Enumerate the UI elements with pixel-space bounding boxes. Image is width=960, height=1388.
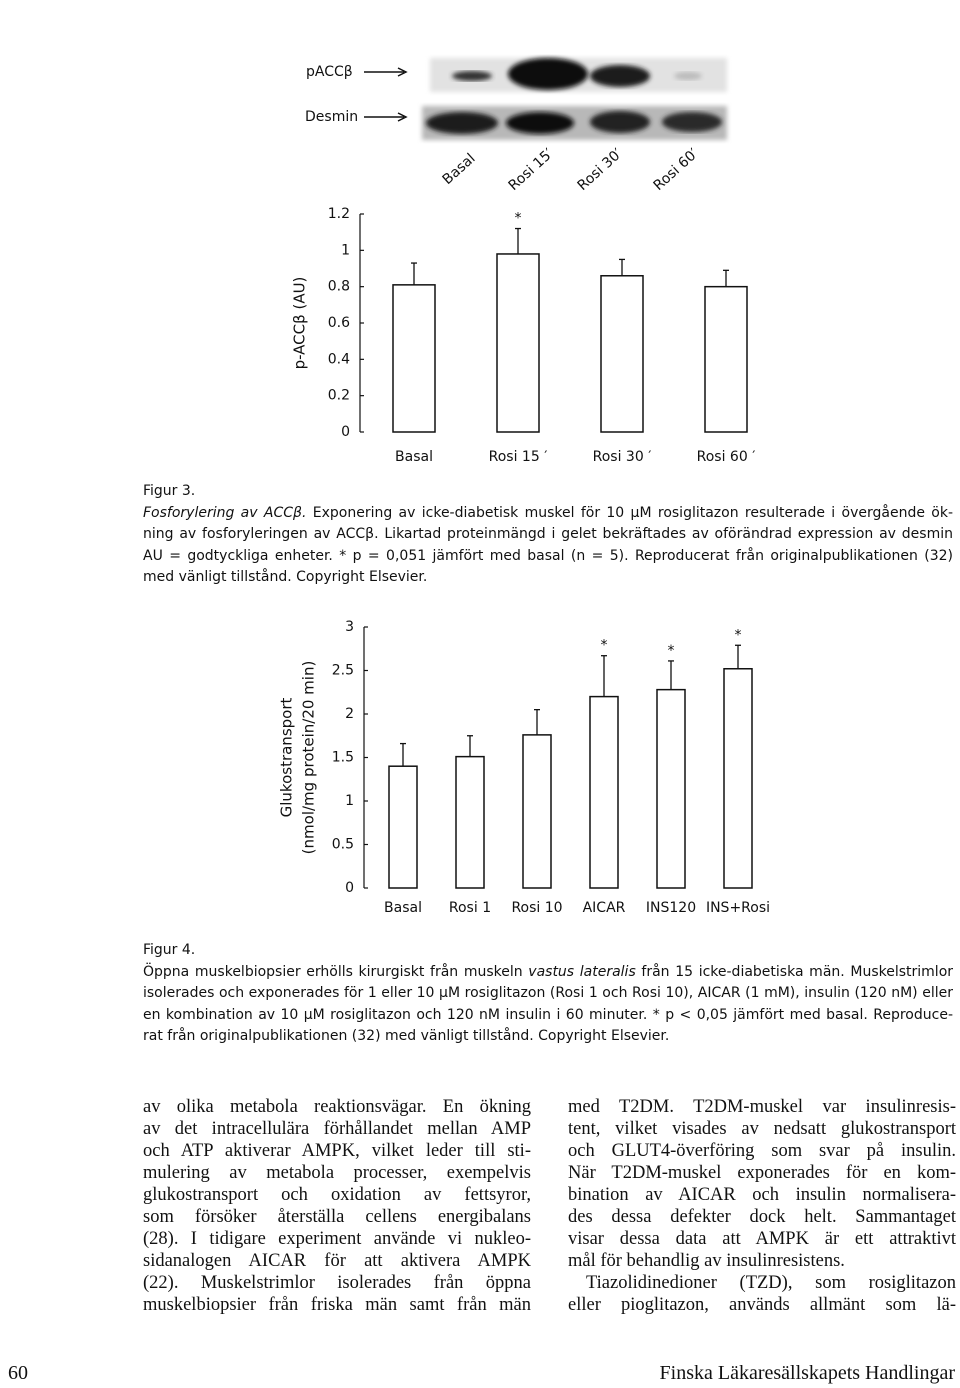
caption-line: Fosforylering av ACCβ. Exponering av ick… [143, 503, 953, 525]
bar [522, 734, 552, 889]
y-tick-label: 0 [341, 424, 350, 440]
x-tick-label: INS+Rosi [706, 900, 770, 916]
bar [589, 695, 619, 889]
lane-label: Rosi 60′ [651, 146, 702, 194]
figure-3-caption: Figur 3. Fosforylering av ACCβ. Exponeri… [143, 481, 953, 589]
body-line: mulering av metabola processer, exempelv… [143, 1163, 531, 1183]
caption-line: med vänligt tillstånd. Copyright Elsevie… [143, 569, 428, 585]
y-tick-label: 3 [345, 619, 354, 635]
journal-name: Finska Läkaresällskapets Handlingar [659, 1362, 955, 1384]
y-tick-label: 1.5 [332, 750, 354, 766]
y-tick-label: 0.2 [328, 388, 350, 404]
significance-marker: * [668, 643, 675, 659]
significance-marker: * [601, 638, 608, 654]
bar [656, 688, 686, 889]
significance-marker: * [515, 211, 522, 227]
blot-label: pACCβ [306, 64, 353, 80]
significance-marker: * [735, 627, 742, 643]
body-line: eller pioglitazon, används allmänt som l… [568, 1295, 956, 1315]
y-tick-label: 0.6 [328, 315, 350, 331]
bar [388, 765, 418, 889]
body-line: Tiazolidinedioner (TZD), som rosiglitazo… [586, 1273, 956, 1293]
caption-line: Öppna muskelbiopsier erhölls kirurgiskt … [143, 962, 953, 984]
body-line: (28). I tidigare experiment använde vi n… [143, 1229, 531, 1249]
caption-label: Figur 3. [143, 483, 196, 499]
body-line: bination av AICAR och insulin normaliser… [568, 1185, 956, 1205]
bar [704, 285, 748, 433]
lane-label: Basal [440, 151, 479, 188]
caption-text: Öppna muskelbiopsier erhölls kirurgiskt … [143, 963, 523, 980]
caption-line: rat från originalpublikationen (32) med … [143, 1028, 670, 1044]
bar [496, 253, 540, 433]
lane-label: Rosi 15′ [506, 146, 557, 194]
bar [455, 755, 485, 889]
body-line: och ATP aktiverar AMPK, vilket leder til… [143, 1141, 531, 1161]
body-line: tent, vilket visades av nedsatt glukostr… [568, 1119, 956, 1139]
body-line: som försöker återställa cellens energiba… [143, 1207, 531, 1227]
body-line: mål för behandlig av insulinresistens. [568, 1251, 845, 1271]
body-line: av olika metabola reaktionsvägar. En ökn… [143, 1097, 531, 1117]
x-tick-label: Rosi 10 [511, 900, 562, 916]
body-line: sidanalogen AICAR för att aktivera AMPK [143, 1251, 531, 1271]
y-tick-label: 1 [345, 793, 354, 809]
y-tick-label: 1 [341, 242, 350, 258]
body-line: glukostransport och oxidation av fettsyr… [143, 1185, 531, 1205]
y-tick-label: 0.4 [328, 351, 350, 367]
caption-title: Fosforylering av ACCβ. [143, 504, 307, 521]
body-column: med T2DM. T2DM-muskel var insulinresis-t… [568, 1096, 956, 1316]
y-tick-label: 1.2 [328, 206, 350, 222]
caption-text: Exponering av icke-diabetisk muskel för … [312, 504, 954, 521]
western-blot: pACCβ Desmin Basal Rosi 15′ Rosi 30′ Ros… [305, 58, 727, 194]
y-tick-label: 0 [345, 880, 354, 896]
y-axis-label: p-ACCβ (AU) [291, 277, 309, 370]
y-axis-label: (nmol/mg protein/20 min) [300, 661, 318, 855]
x-tick-label: Rosi 1 [449, 900, 491, 916]
body-line: av det intracellulära förhållandet mella… [143, 1119, 531, 1139]
x-tick-label: Rosi 30 ′ [593, 449, 652, 465]
body-line: med T2DM. T2DM-muskel var insulinresis- [568, 1097, 956, 1117]
y-tick-label: 2.5 [332, 663, 354, 679]
caption-text: från 15 icke-diabetiska män. Muskelstrim… [641, 963, 954, 980]
x-tick-label: INS120 [646, 900, 696, 916]
lane-label: Rosi 30′ [575, 146, 626, 194]
caption-line: ning av fosforyleringen av ACCβ. Likarta… [143, 526, 953, 542]
caption-label: Figur 4. [143, 942, 196, 958]
x-tick-label: Rosi 60 ′ [697, 449, 756, 465]
x-tick-label: AICAR [583, 900, 626, 916]
y-tick-label: 0.5 [332, 837, 354, 853]
y-tick-label: 0.8 [328, 279, 350, 295]
y-axis-label: Glukostransport [278, 698, 296, 818]
x-tick-label: Basal [395, 449, 433, 465]
figure-4-caption: Figur 4. Öppna muskelbiopsier erhölls ki… [143, 940, 953, 1048]
caption-line: AU = godtyckliga enheter. * p = 0,051 jä… [143, 547, 953, 564]
x-tick-label: Basal [384, 900, 422, 916]
body-line: När T2DM-muskel exponerades för en kom- [568, 1163, 956, 1183]
body-column: av olika metabola reaktionsvägar. En ökn… [143, 1096, 531, 1316]
blot-label: Desmin [305, 109, 358, 125]
body-line: muskelbiopsier från friska män samt från… [143, 1295, 531, 1315]
caption-italic: vastus lateralis [528, 963, 636, 980]
page-number: 60 [8, 1362, 28, 1384]
bar [392, 284, 436, 433]
body-line: (22). Muskelstrimlor isolerades från öpp… [143, 1273, 531, 1293]
body-line: des dessa defekter dock helt. Sammantage… [568, 1207, 956, 1227]
y-tick-label: 2 [345, 706, 354, 722]
bar [600, 275, 644, 433]
body-line: visar dessa data att AMPK är ett attrakt… [568, 1229, 956, 1249]
caption-line: isolerades och exponerades för 1 eller 1… [143, 985, 953, 1001]
bar [723, 668, 753, 889]
x-tick-label: Rosi 15 ′ [489, 449, 548, 465]
body-line: och GLUT4-överföring som svar på insulin… [568, 1141, 956, 1161]
caption-line: en kombination av 10 μM rosiglitazon och… [143, 1006, 953, 1023]
